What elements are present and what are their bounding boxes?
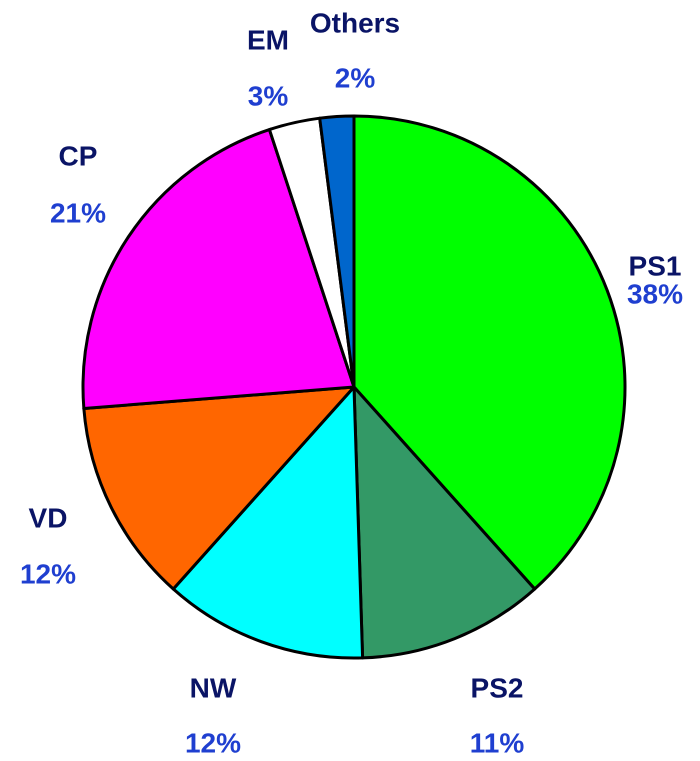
pie-slice xyxy=(318,114,356,389)
value-label: 11% xyxy=(470,727,525,758)
slice-label: NW xyxy=(190,672,237,703)
slice-label: PS2 xyxy=(471,672,524,703)
value-label: 12% xyxy=(185,727,241,758)
value-label: 3% xyxy=(248,80,289,111)
value-label: 2% xyxy=(335,62,376,93)
slice-label: CP xyxy=(59,140,98,171)
value-label: 12% xyxy=(20,558,76,589)
slice-label: VD xyxy=(29,502,68,533)
value-label: 21% xyxy=(50,197,106,228)
slice-label: EM xyxy=(247,24,289,55)
slice-label: PS1 xyxy=(629,250,682,281)
pie-slice xyxy=(171,385,365,660)
pie-slice xyxy=(82,385,356,591)
pie-slice xyxy=(352,114,627,591)
pie-slice xyxy=(81,128,356,410)
pie-slice xyxy=(352,385,537,660)
value-label: 38% xyxy=(627,278,683,309)
slice-label: Others xyxy=(310,7,400,38)
